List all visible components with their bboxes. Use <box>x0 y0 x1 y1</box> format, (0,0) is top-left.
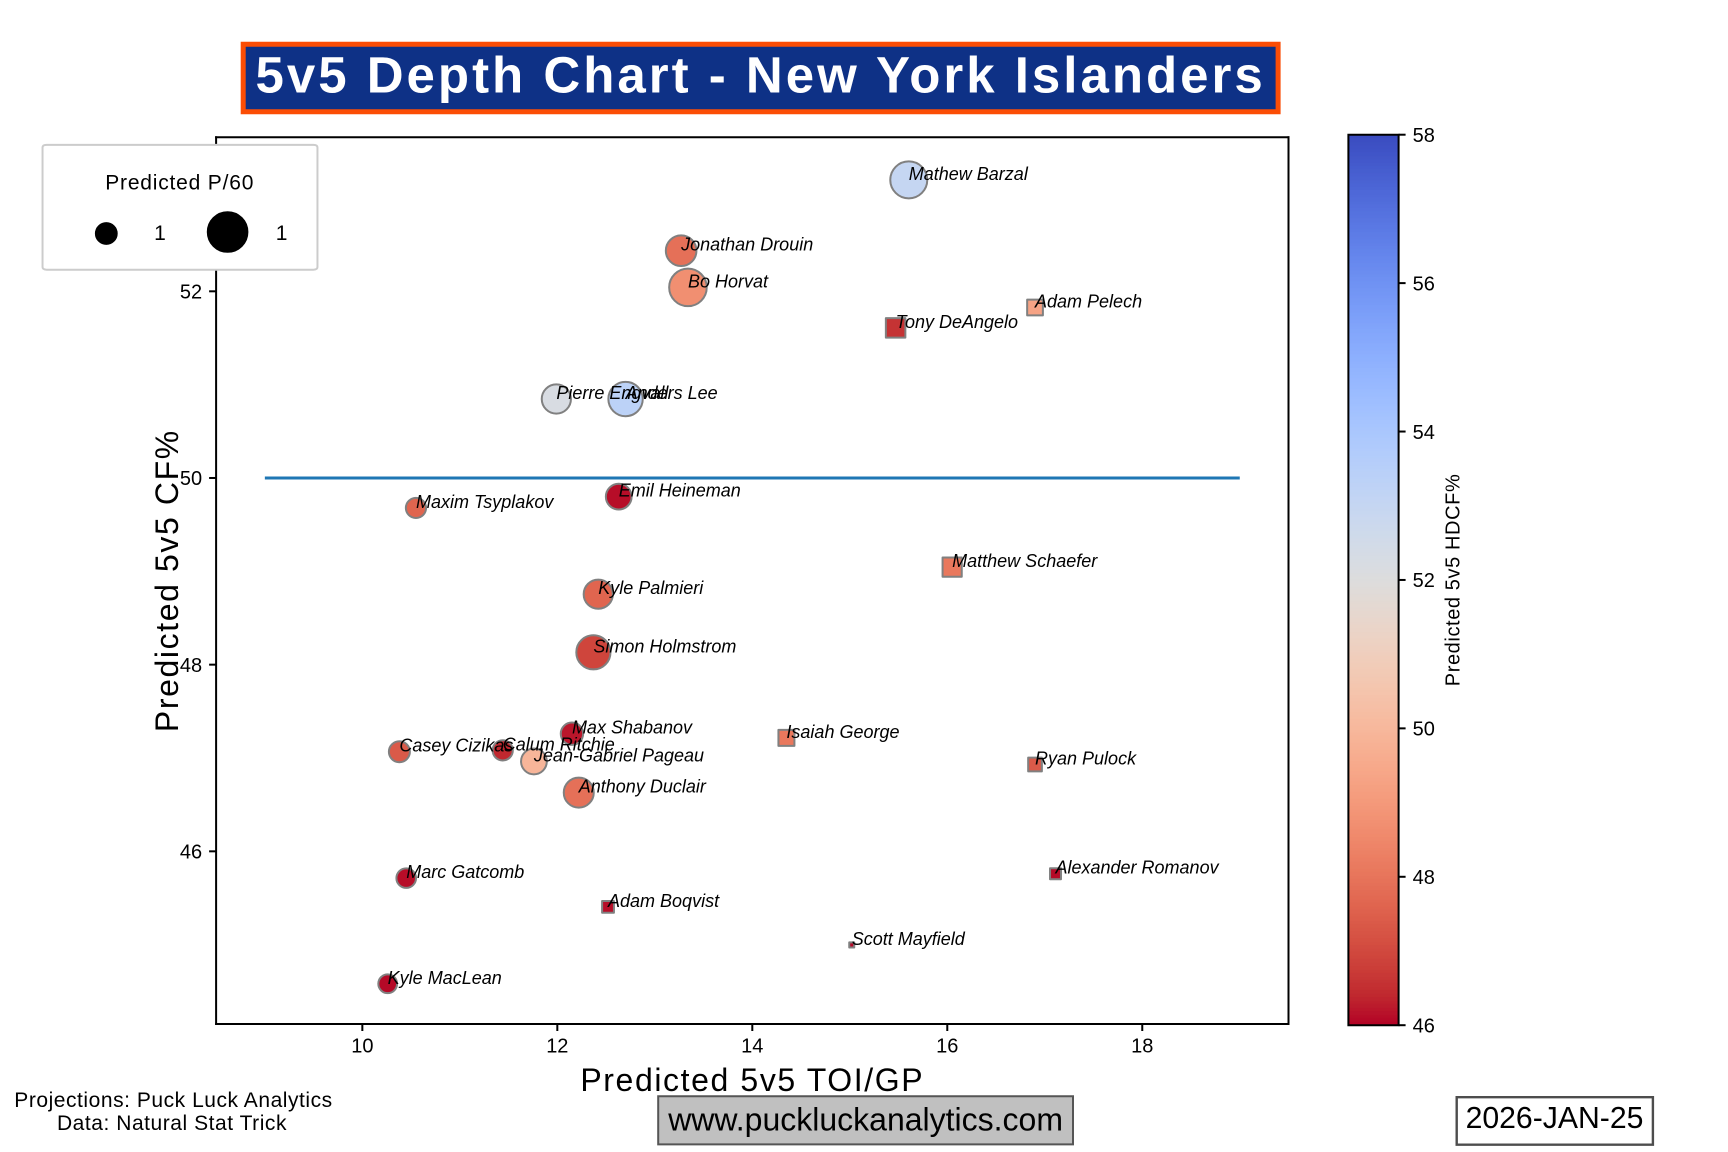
svg-text:Data: Natural Stat Trick: Data: Natural Stat Trick <box>57 1112 287 1135</box>
svg-text:Emil Heineman: Emil Heineman <box>619 481 741 501</box>
svg-text:Alexander Romanov: Alexander Romanov <box>1054 858 1219 878</box>
svg-text:2026-JAN-25: 2026-JAN-25 <box>1466 1102 1644 1135</box>
svg-text:18: 18 <box>1131 1035 1153 1057</box>
svg-text:Ryan Pulock: Ryan Pulock <box>1035 749 1137 769</box>
svg-text:Pierre Engvall: Pierre Engvall <box>556 383 669 403</box>
svg-text:Calum Ritchie: Calum Ritchie <box>503 734 615 754</box>
svg-text:Scott Mayfield: Scott Mayfield <box>852 929 966 949</box>
svg-text:56: 56 <box>1413 273 1435 295</box>
svg-text:Max Shabanov: Max Shabanov <box>572 718 693 738</box>
svg-text:12: 12 <box>546 1035 568 1057</box>
svg-text:50: 50 <box>1413 719 1435 741</box>
svg-text:1: 1 <box>154 222 166 245</box>
svg-text:54: 54 <box>1413 422 1435 444</box>
svg-text:10: 10 <box>351 1035 373 1057</box>
svg-text:www.puckluckanalytics.com: www.puckluckanalytics.com <box>667 1102 1063 1138</box>
svg-text:48: 48 <box>1413 867 1435 889</box>
svg-text:Mathew Barzal: Mathew Barzal <box>909 164 1029 184</box>
svg-text:Kyle Palmieri: Kyle Palmieri <box>598 578 704 598</box>
svg-text:46: 46 <box>1413 1015 1435 1037</box>
svg-text:Casey Cizikas: Casey Cizikas <box>399 736 513 756</box>
svg-text:Isaiah George: Isaiah George <box>786 722 899 742</box>
svg-text:5v5 Depth Chart - New York Isl: 5v5 Depth Chart - New York Islanders <box>255 46 1265 103</box>
svg-text:50: 50 <box>180 468 202 490</box>
svg-text:Anthony Duclair: Anthony Duclair <box>578 777 707 797</box>
svg-text:Bo Horvat: Bo Horvat <box>688 271 769 291</box>
svg-text:Jean-Gabriel Pageau: Jean-Gabriel Pageau <box>533 745 704 765</box>
svg-text:Adam Pelech: Adam Pelech <box>1034 292 1142 312</box>
svg-text:Projections: Puck Luck Analyti: Projections: Puck Luck Analytics <box>14 1089 332 1112</box>
svg-text:Marc Gatcomb: Marc Gatcomb <box>406 862 524 882</box>
svg-text:Kyle MacLean: Kyle MacLean <box>388 968 502 988</box>
svg-text:Predicted 5v5 HDCF%: Predicted 5v5 HDCF% <box>1442 474 1464 687</box>
svg-text:Maxim Tsyplakov: Maxim Tsyplakov <box>416 492 554 512</box>
svg-text:Jonathan Drouin: Jonathan Drouin <box>680 235 813 255</box>
svg-text:Predicted 5v5 CF%: Predicted 5v5 CF% <box>149 429 185 732</box>
svg-text:Matthew Schaefer: Matthew Schaefer <box>952 551 1098 571</box>
svg-text:Simon Holmstrom: Simon Holmstrom <box>593 636 736 656</box>
svg-text:Tony DeAngelo: Tony DeAngelo <box>896 312 1018 332</box>
svg-text:Predicted P/60: Predicted P/60 <box>105 172 254 195</box>
svg-text:16: 16 <box>936 1035 958 1057</box>
svg-text:52: 52 <box>1413 570 1435 592</box>
svg-text:1: 1 <box>276 222 288 245</box>
svg-text:14: 14 <box>741 1035 763 1057</box>
svg-text:Predicted 5v5 TOI/GP: Predicted 5v5 TOI/GP <box>580 1062 924 1098</box>
svg-text:52: 52 <box>180 282 202 304</box>
svg-text:46: 46 <box>180 842 202 864</box>
svg-text:Anders Lee: Anders Lee <box>625 383 718 403</box>
svg-text:58: 58 <box>1413 125 1435 147</box>
svg-text:Adam Boqvist: Adam Boqvist <box>607 891 720 911</box>
svg-text:48: 48 <box>180 655 202 677</box>
